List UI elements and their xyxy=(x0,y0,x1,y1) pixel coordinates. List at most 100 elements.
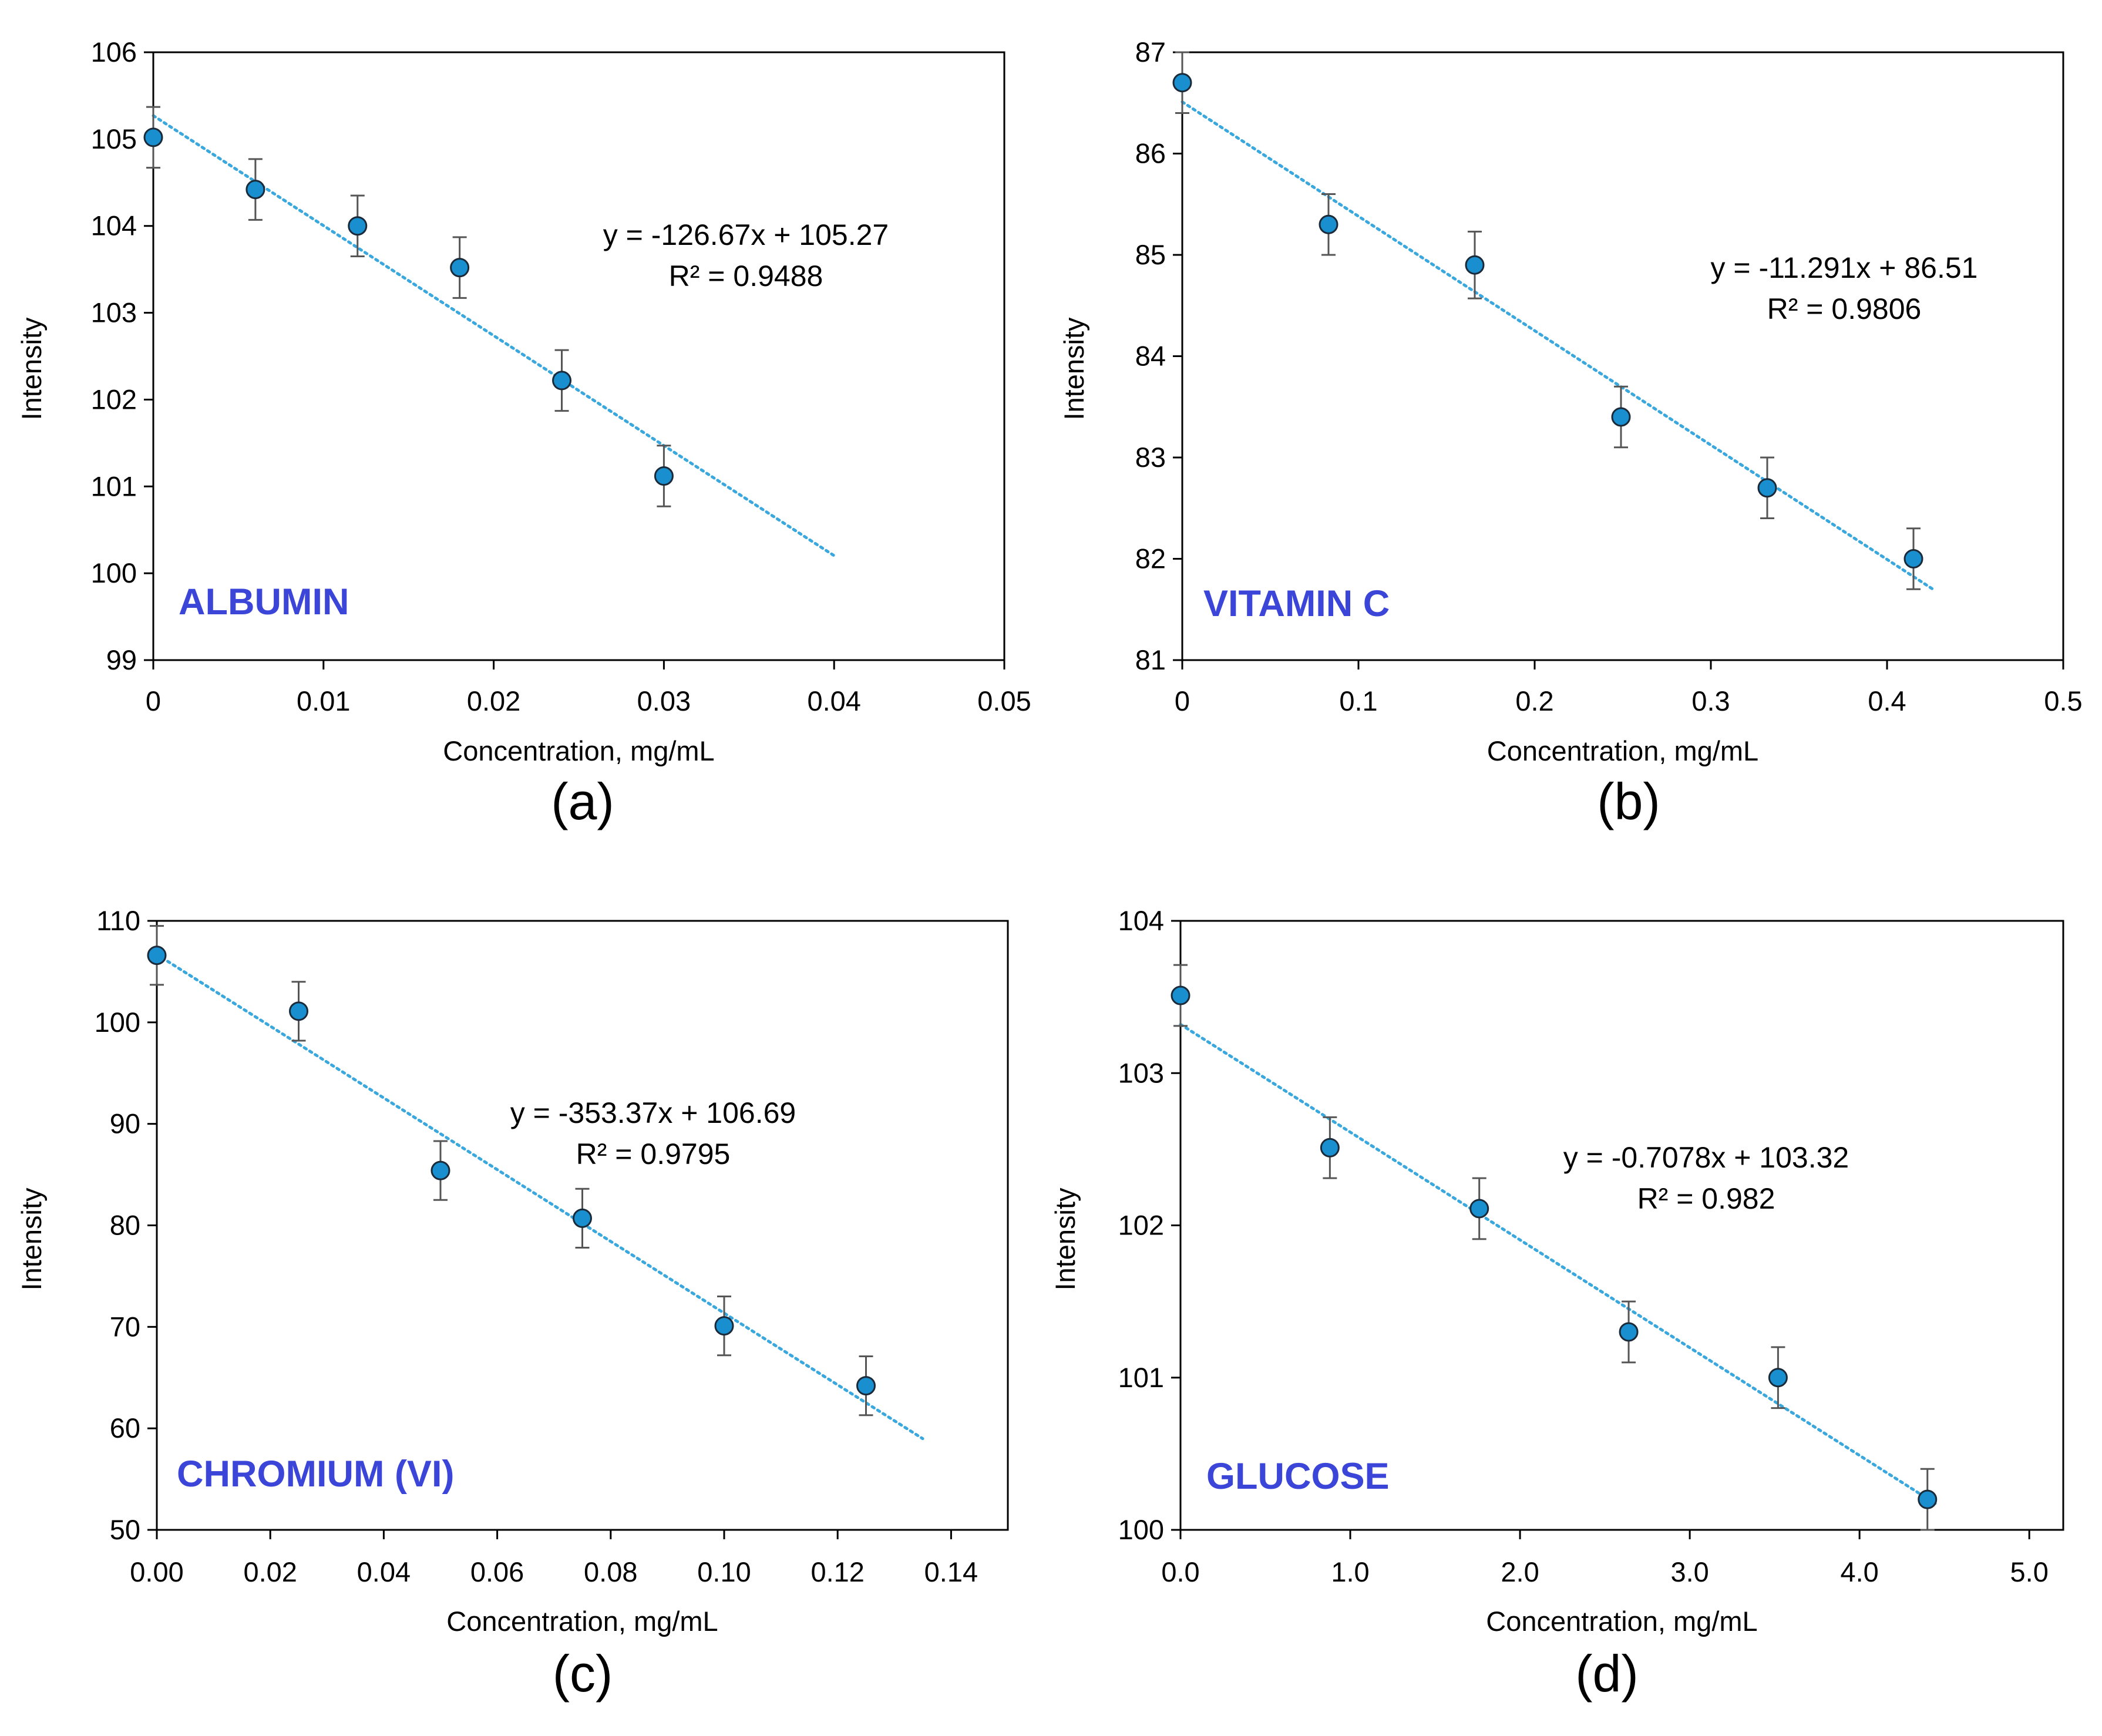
x-tick-label: 0.06 xyxy=(470,1556,524,1587)
x-tick-label: 0.1 xyxy=(1339,685,1377,716)
chart-panel-2: 81 82 83 84 85 86 87 0 0.1 0.2 0.3 0.4 0.5 Concentrat… xyxy=(1058,36,2083,830)
data-point xyxy=(1320,1138,1340,1158)
y-tick-label: 81 xyxy=(1135,644,1166,675)
x-tick-label: 0.12 xyxy=(810,1556,864,1587)
data-point xyxy=(552,371,572,391)
x-tick-label: 1.0 xyxy=(1331,1556,1369,1587)
data-point xyxy=(147,946,167,965)
y-tick-label: 82 xyxy=(1135,543,1166,574)
y-tick-label: 83 xyxy=(1135,442,1166,473)
y-tick-label: 60 xyxy=(110,1412,140,1444)
chart-panel-4: 100 101 102 103 104 0.0 1.0 2.0 3.0 4.0 5.0 Concent… xyxy=(1050,905,2064,1703)
analyte-label: GLUCOSE xyxy=(1206,1456,1390,1497)
y-tick-label: 103 xyxy=(91,297,137,328)
data-point xyxy=(1918,1489,1938,1509)
x-axis-title: Concentration, mg/mL xyxy=(446,1606,718,1637)
y-tick-label: 110 xyxy=(96,905,140,936)
x-tick-label: 0.05 xyxy=(977,685,1031,716)
y-tick-label: 101 xyxy=(91,470,137,502)
data-point xyxy=(1757,478,1777,498)
data-point xyxy=(431,1160,450,1180)
trendline xyxy=(152,114,836,557)
trend-equation: y = -11.291x + 86.51 xyxy=(1711,251,1978,284)
data-point xyxy=(1768,1368,1788,1388)
data-point xyxy=(1171,985,1190,1005)
x-tick-label: 0.03 xyxy=(637,685,691,716)
y-tick-label: 80 xyxy=(110,1210,140,1241)
x-axis-title: Concentration, mg/mL xyxy=(1487,735,1758,766)
y-tick-label: 85 xyxy=(1135,239,1166,270)
x-tick-label: 0 xyxy=(1175,685,1190,716)
data-point xyxy=(245,180,265,200)
x-tick-label: 0.10 xyxy=(697,1556,751,1587)
chart-panel-1: 99 100 101 102 103 104 105 106 0 0.01 0.02 0.03 0.04… xyxy=(16,36,1031,830)
y-tick-label: 86 xyxy=(1135,138,1166,169)
analyte-label: CHROMIUM (VI) xyxy=(177,1454,454,1495)
x-axis-title: Concentration, mg/mL xyxy=(443,735,714,766)
y-tick-label: 102 xyxy=(1118,1210,1164,1241)
y-tick-label: 101 xyxy=(1118,1362,1164,1393)
y-tick-label: 106 xyxy=(91,36,137,68)
y-tick-label: 105 xyxy=(91,123,137,154)
y-axis-title: Intensity xyxy=(1058,317,1089,420)
data-point xyxy=(1172,73,1192,93)
plot-frame xyxy=(1179,920,2064,1531)
trendline xyxy=(155,953,924,1441)
data-point xyxy=(348,216,368,236)
panel-caption: (d) xyxy=(1575,1644,1639,1703)
trend-equation: y = -353.37x + 106.69 xyxy=(510,1096,796,1129)
y-tick-label: 99 xyxy=(106,644,137,675)
x-tick-label: 4.0 xyxy=(1840,1556,1878,1587)
data-point xyxy=(1469,1199,1489,1219)
y-tick-label: 90 xyxy=(110,1108,140,1139)
trendline xyxy=(1179,1022,1938,1506)
r-squared: R² = 0.982 xyxy=(1637,1182,1775,1215)
x-tick-label: 0.04 xyxy=(357,1556,411,1587)
y-tick-label: 70 xyxy=(110,1311,140,1342)
x-tick-label: 0.2 xyxy=(1515,685,1553,716)
y-tick-label: 84 xyxy=(1135,341,1166,372)
x-tick-label: 2.0 xyxy=(1501,1556,1539,1587)
chart-panel-3: 50 60 70 80 90 100 110 0.00 0.02 0.04 0.06 0.08 0.10… xyxy=(16,905,1009,1703)
trend-equation: y = -0.7078x + 103.32 xyxy=(1563,1141,1849,1174)
y-tick-label: 100 xyxy=(1118,1514,1164,1545)
panel-caption: (a) xyxy=(551,772,614,830)
x-tick-label: 0.5 xyxy=(2044,685,2082,716)
y-tick-label: 100 xyxy=(95,1007,140,1038)
plot-frame xyxy=(1181,51,2064,661)
trendline xyxy=(1181,100,1936,592)
data-point xyxy=(1319,214,1338,234)
plot-frame xyxy=(152,51,1005,661)
y-tick-label: 103 xyxy=(1118,1057,1164,1088)
x-tick-label: 0.00 xyxy=(130,1556,183,1587)
x-tick-label: 0 xyxy=(146,685,161,716)
x-tick-label: 0.08 xyxy=(584,1556,637,1587)
panel-caption: (c) xyxy=(553,1644,613,1703)
x-tick-label: 0.0 xyxy=(1161,1556,1199,1587)
y-tick-label: 87 xyxy=(1135,36,1166,68)
x-tick-label: 0.14 xyxy=(924,1556,978,1587)
data-point xyxy=(1611,407,1631,427)
data-point xyxy=(143,127,163,147)
analyte-label: VITAMIN C xyxy=(1203,583,1390,624)
data-point xyxy=(1619,1322,1639,1342)
y-axis-title: Intensity xyxy=(16,317,47,420)
y-tick-label: 50 xyxy=(110,1514,140,1545)
x-tick-label: 3.0 xyxy=(1670,1556,1708,1587)
panel-caption: (b) xyxy=(1597,772,1660,830)
data-point xyxy=(714,1316,734,1336)
r-squared: R² = 0.9488 xyxy=(669,260,823,292)
data-point xyxy=(1903,549,1923,568)
data-point xyxy=(654,466,674,486)
data-point xyxy=(1465,255,1485,275)
r-squared: R² = 0.9806 xyxy=(1767,292,1922,325)
x-tick-label: 0.01 xyxy=(297,685,350,716)
analyte-label: ALBUMIN xyxy=(179,581,349,623)
x-tick-label: 0.4 xyxy=(1868,685,1906,716)
data-point xyxy=(450,258,470,278)
data-point xyxy=(289,1001,308,1021)
trend-equation: y = -126.67x + 105.27 xyxy=(603,218,889,251)
x-tick-label: 0.02 xyxy=(243,1556,297,1587)
